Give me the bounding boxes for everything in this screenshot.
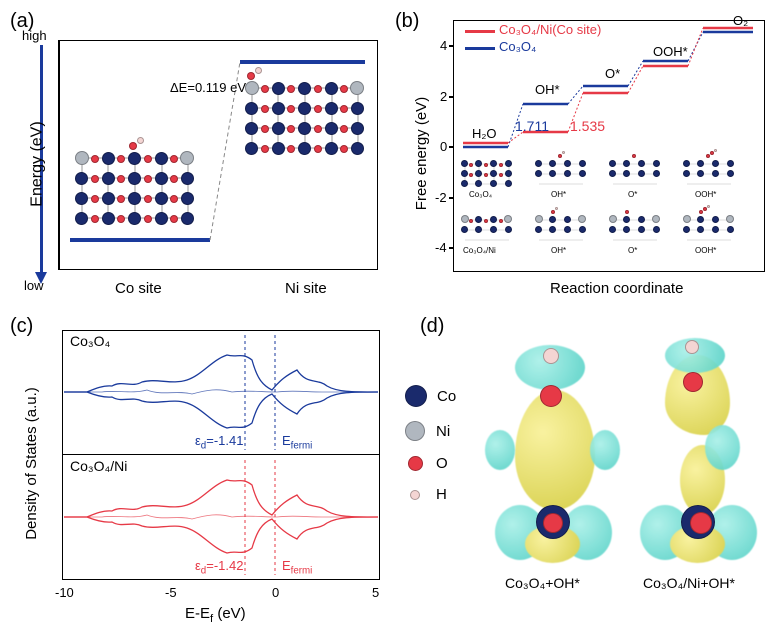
panel-c: (c) Density of States (a.u.) -10 -5 0 5 … (10, 315, 385, 625)
panel-d-b1: Co₃O₄+OH* (505, 575, 580, 591)
step-h2o: H₂O (472, 126, 497, 141)
step-ooh: OOH* (653, 44, 688, 59)
panel-b-yt3: 2 (440, 89, 447, 104)
panel-a-high: high (22, 28, 47, 43)
xc0: -10 (55, 585, 74, 600)
panel-a-x2: Ni site (285, 280, 327, 297)
panel-b-ylabel: Free energy (eV) (413, 97, 430, 210)
panel-b-yt1: -2 (435, 190, 447, 205)
panel-d-label: (d) (420, 315, 444, 338)
ed-bot: εd=-1.42 (195, 558, 243, 577)
orbital-right (635, 330, 765, 560)
ef-bot: Efermi (282, 558, 312, 577)
legend-ni: Ni (436, 423, 450, 440)
panel-a-ylabel: Energy (eV) (29, 121, 47, 206)
panel-c-xlabel: E-Ef (eV) (185, 605, 246, 625)
ed-top: εd=-1.41 (195, 433, 243, 452)
legend-co: Co (437, 388, 456, 405)
ann-blue: 1.711 (515, 118, 549, 134)
panel-b-yt4: 4 (440, 38, 447, 53)
panel-a: (a) Energy (eV) high low ΔE=0.119 eV (10, 10, 385, 300)
panel-d-legend: Co Ni O H (405, 385, 456, 503)
xc2: 0 (272, 585, 279, 600)
legend-h: H (436, 486, 447, 503)
panel-b-thumbnails: Co₃O₄ OH* O* OOH* (461, 158, 761, 268)
panel-b-yt2: 0 (440, 139, 447, 154)
ann-red: 1.535 (570, 118, 605, 134)
panel-d-b2: Co₃O₄/Ni+OH* (643, 575, 735, 591)
step-oh: OH* (535, 82, 560, 97)
panel-d: (d) Co Ni O H (395, 315, 770, 625)
ef-top: Efermi (282, 433, 312, 452)
ni-lattice (245, 70, 365, 165)
step-o: O* (605, 66, 620, 81)
panel-a-low: low (24, 278, 44, 293)
panel-a-x1: Co site (115, 280, 162, 297)
orbital-left (490, 330, 620, 560)
panel-b-yt0: -4 (435, 240, 447, 255)
co-lattice (75, 140, 195, 235)
step-o2: O₂ (733, 13, 748, 28)
panel-b-xlabel: Reaction coordinate (550, 280, 683, 297)
legend-o: O (436, 455, 448, 472)
xc1: -5 (165, 585, 177, 600)
xc3: 5 (372, 585, 379, 600)
delta-e-label: ΔE=0.119 eV (170, 80, 246, 95)
panel-b: (b) Free energy (eV) -4 -2 0 2 4 Co₃O₄/N… (395, 10, 770, 300)
panel-b-label: (b) (395, 10, 419, 33)
panel-c-label: (c) (10, 315, 33, 338)
panel-c-ylabel: Density of States (a.u.) (23, 387, 40, 540)
